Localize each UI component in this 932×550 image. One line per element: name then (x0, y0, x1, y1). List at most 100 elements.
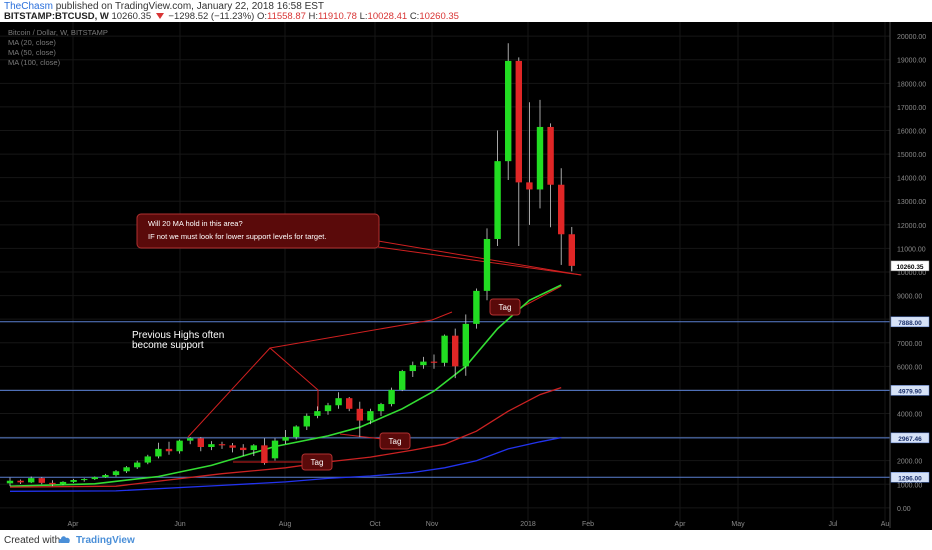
candle[interactable] (399, 369, 406, 392)
candle[interactable] (229, 442, 236, 453)
candle[interactable] (526, 102, 533, 225)
candle-body (303, 415, 310, 427)
candle[interactable] (208, 441, 215, 451)
candle[interactable] (547, 123, 554, 228)
candle[interactable] (420, 356, 427, 369)
previous-high-line (269, 311, 453, 349)
ma100-line (9, 436, 562, 492)
y-tick-label: 0.00 (897, 506, 911, 513)
candle[interactable] (314, 406, 321, 419)
price-chart[interactable]: Will 20 MA hold in this area? IF not we m… (0, 22, 932, 530)
candle-body (28, 478, 35, 483)
chart-area[interactable]: Will 20 MA hold in this area? IF not we m… (0, 22, 932, 530)
candle-body (399, 371, 406, 390)
candle[interactable] (91, 476, 98, 481)
candle-body (218, 444, 226, 446)
candle[interactable] (165, 441, 173, 455)
candle[interactable] (568, 226, 575, 272)
candle-body (558, 184, 565, 235)
candle-body (144, 456, 151, 463)
candle[interactable] (388, 387, 395, 407)
candle[interactable] (134, 460, 141, 469)
candle[interactable] (70, 478, 77, 483)
candle[interactable] (494, 130, 501, 247)
candle-body (420, 361, 427, 366)
candle[interactable] (367, 408, 374, 425)
candle[interactable] (409, 361, 416, 377)
y-tick-label: 2000.00 (897, 459, 922, 466)
candle-body (271, 440, 279, 459)
candle[interactable] (505, 43, 512, 181)
tag-label: Tag (389, 437, 402, 446)
candle[interactable] (197, 437, 204, 452)
candle[interactable] (17, 479, 24, 485)
candle[interactable] (144, 454, 151, 465)
candle[interactable] (377, 402, 385, 416)
low-value: 10028.41 (367, 11, 408, 22)
candle[interactable] (558, 168, 565, 265)
x-tick-label: Apr (675, 521, 687, 528)
author-link[interactable]: TheChasm (4, 1, 53, 12)
candle-body (367, 411, 374, 421)
previous-high-line (187, 347, 319, 438)
y-tick-label: 13000.00 (897, 199, 926, 206)
legend-title: Bitcoin / Dollar, W, BITSTAMP (8, 28, 108, 37)
candle[interactable] (81, 478, 88, 482)
legend-ma50: MA (50, close) (8, 48, 56, 57)
candle[interactable] (187, 437, 194, 445)
candle[interactable] (59, 481, 67, 486)
x-tick-label: Jul (829, 521, 838, 528)
candle[interactable] (293, 425, 300, 440)
candle-body (123, 467, 130, 472)
candle[interactable] (176, 439, 183, 454)
x-tick-label: Aug (279, 521, 292, 528)
candle[interactable] (335, 392, 342, 409)
candle[interactable] (441, 334, 448, 367)
candle[interactable] (49, 480, 56, 487)
candle[interactable] (271, 438, 279, 461)
candle[interactable] (261, 438, 268, 465)
candle-body (59, 481, 67, 485)
candle[interactable] (102, 473, 109, 478)
candle[interactable] (123, 466, 130, 473)
price-badge-label: 4979.90 (898, 388, 922, 395)
candle[interactable] (240, 444, 247, 456)
candle[interactable] (430, 354, 438, 369)
candle[interactable] (38, 477, 45, 485)
close-label: C: (409, 11, 420, 22)
candle[interactable] (324, 402, 332, 415)
candle-body (568, 234, 575, 266)
candle-body (462, 323, 469, 367)
candle[interactable] (356, 401, 363, 438)
candle-body (187, 438, 194, 441)
candle[interactable] (250, 444, 257, 456)
candle[interactable] (218, 441, 226, 449)
candle-body (282, 437, 289, 441)
candle[interactable] (536, 99, 544, 209)
candle[interactable] (112, 470, 120, 477)
candle[interactable] (473, 288, 480, 329)
candle-body (346, 398, 353, 409)
tradingview-cloud-icon (58, 536, 70, 543)
tradingview-brand[interactable]: TradingView (76, 535, 135, 546)
candle[interactable] (303, 413, 310, 431)
candle[interactable] (462, 314, 469, 376)
ma-callout-line2: IF not we must look for lower support le… (148, 232, 326, 241)
legend-ma100: MA (100, close) (8, 58, 61, 67)
candle-body (81, 479, 88, 481)
candle[interactable] (515, 57, 522, 247)
ma-callout-line1: Will 20 MA hold in this area? (148, 219, 243, 228)
y-tick-label: 7000.00 (897, 341, 922, 348)
candle[interactable] (483, 228, 491, 301)
candle-body (547, 126, 554, 185)
price-badge-label: 1296.00 (898, 475, 922, 482)
candle[interactable] (155, 442, 162, 459)
candle[interactable] (282, 430, 289, 445)
candle[interactable] (452, 328, 459, 379)
candle[interactable] (346, 397, 353, 412)
candle[interactable] (28, 476, 35, 484)
candle-body (38, 478, 45, 483)
candle-body (240, 447, 247, 451)
candle-body (430, 361, 438, 363)
candle[interactable] (6, 477, 14, 487)
